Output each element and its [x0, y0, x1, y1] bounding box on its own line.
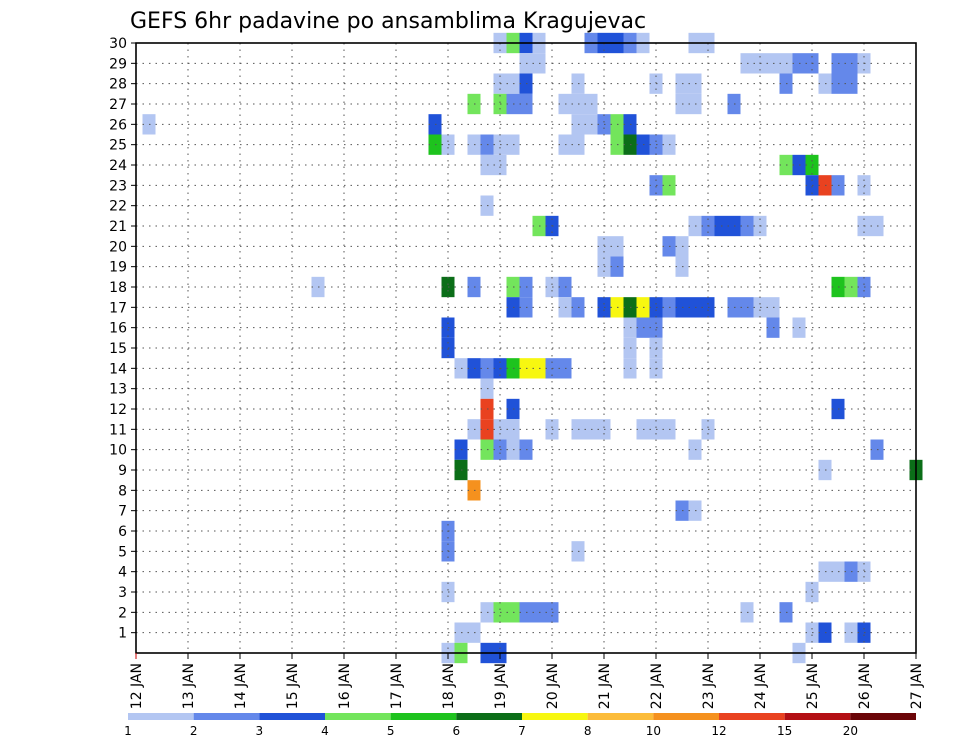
- y-axis: 1234567891011121314151617181920212223242…: [109, 36, 136, 642]
- y-tick-label: 18: [109, 280, 127, 296]
- y-tick-label: 3: [118, 585, 127, 601]
- y-tick-label: 15: [109, 341, 127, 357]
- y-tick-label: 27: [109, 97, 127, 113]
- y-tick-label: 11: [109, 422, 127, 438]
- y-tick-label: 24: [109, 158, 127, 174]
- colorbar-swatch: [193, 713, 260, 720]
- colorbar-swatch: [456, 713, 522, 720]
- x-tick-label: 17 JAN: [389, 663, 405, 709]
- y-tick-label: 29: [109, 56, 127, 72]
- grid-layer: [136, 43, 916, 653]
- y-tick-label: 28: [109, 77, 127, 93]
- x-tick-label: 21 JAN: [597, 663, 613, 709]
- y-tick-label: 1: [118, 626, 127, 642]
- colorbar-swatch: [259, 713, 325, 720]
- colorbar-swatch: [850, 713, 916, 720]
- chart-title: GEFS 6hr padavine po ansamblima Kragujev…: [130, 9, 646, 34]
- y-tick-label: 10: [109, 443, 127, 459]
- x-tick-label: 22 JAN: [649, 663, 665, 709]
- y-tick-label: 7: [118, 504, 127, 520]
- y-tick-label: 9: [118, 463, 127, 479]
- y-tick-label: 17: [109, 300, 127, 316]
- y-tick-label: 20: [109, 239, 127, 255]
- y-tick-label: 4: [118, 565, 127, 581]
- y-tick-label: 14: [109, 361, 127, 377]
- x-tick-label: 16 JAN: [337, 663, 353, 709]
- colorbar-swatch: [653, 713, 719, 720]
- colorbar-label: 3: [256, 724, 264, 738]
- x-tick-label: 13 JAN: [181, 663, 197, 709]
- y-tick-label: 16: [109, 321, 127, 337]
- x-tick-label: 26 JAN: [857, 663, 873, 709]
- x-tick-label: 23 JAN: [701, 663, 717, 709]
- y-tick-label: 2: [118, 605, 127, 621]
- y-tick-label: 30: [109, 36, 127, 52]
- y-tick-label: 12: [109, 402, 127, 418]
- colorbar: 1 2 3 4 5 6 7 8 10 12 15 20: [124, 713, 916, 738]
- colorbar-label: 4: [321, 724, 329, 738]
- colorbar-swatch: [587, 713, 654, 720]
- y-tick-label: 23: [109, 178, 127, 194]
- x-tick-label: 18 JAN: [441, 663, 457, 709]
- colorbar-label: 20: [843, 724, 858, 738]
- colorbar-label: 7: [518, 724, 526, 738]
- colorbar-swatch: [784, 713, 851, 720]
- colorbar-label: 1: [124, 724, 132, 738]
- colorbar-swatch: [390, 713, 457, 720]
- x-tick-label: 20 JAN: [545, 663, 561, 709]
- x-tick-label: 14 JAN: [233, 663, 249, 709]
- x-tick-label: 15 JAN: [285, 663, 301, 709]
- colorbar-swatch: [325, 713, 391, 720]
- y-tick-label: 25: [109, 138, 127, 154]
- y-tick-label: 21: [109, 219, 127, 235]
- colorbar-label: 10: [646, 724, 661, 738]
- x-tick-label: 27 JAN: [909, 663, 925, 709]
- colorbar-label: 2: [190, 724, 198, 738]
- y-tick-label: 13: [109, 382, 127, 398]
- y-tick-label: 19: [109, 260, 127, 276]
- y-tick-label: 5: [118, 544, 127, 560]
- y-tick-label: 6: [118, 524, 127, 540]
- colorbar-label: 8: [584, 724, 592, 738]
- y-tick-label: 8: [118, 483, 127, 499]
- x-tick-label: 24 JAN: [753, 663, 769, 709]
- colorbar-label: 6: [453, 724, 461, 738]
- colorbar-swatch: [719, 713, 785, 720]
- colorbar-swatch: [128, 713, 194, 720]
- x-tick-label: 19 JAN: [493, 663, 509, 709]
- y-tick-label: 22: [109, 199, 127, 215]
- colorbar-label: 5: [387, 724, 395, 738]
- x-tick-label: 12 JAN: [129, 663, 145, 709]
- colorbar-label: 12: [711, 724, 726, 738]
- colorbar-label: 15: [777, 724, 792, 738]
- x-axis: 12 JAN 13 JAN 14 JAN 15 JAN 16 JAN 17 JAN 18 J…: [129, 653, 925, 709]
- colorbar-swatch: [522, 713, 588, 720]
- y-tick-label: 26: [109, 117, 127, 133]
- x-tick-label: 25 JAN: [805, 663, 821, 709]
